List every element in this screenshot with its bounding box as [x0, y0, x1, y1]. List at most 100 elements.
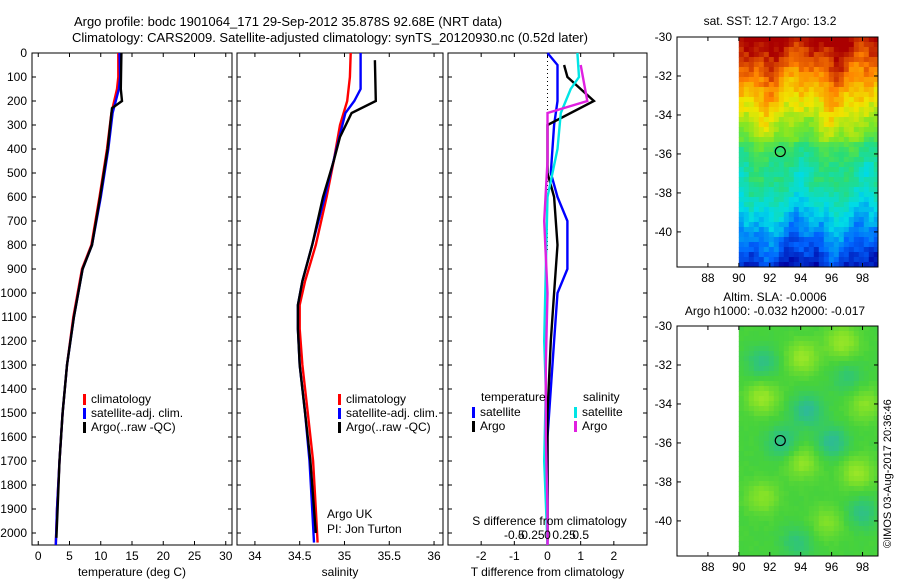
sla-map-cell: [823, 336, 830, 342]
sst-map-cell: [798, 177, 805, 183]
sst-map-cell: [873, 187, 878, 193]
sst-map-cell: [843, 37, 850, 43]
sla-map-cell: [748, 476, 755, 482]
temperature-ytick-label: 1000: [0, 286, 27, 300]
sla-map-cell: [873, 421, 878, 427]
sla-map-cell: [763, 351, 770, 357]
sst-map-cell: [818, 192, 825, 198]
sst-map-cell: [818, 222, 825, 228]
sla-map-cell: [853, 476, 860, 482]
sla-map-cell: [758, 436, 765, 442]
sla-map-cell: [833, 326, 840, 332]
sst-map-cell: [768, 222, 775, 228]
sst-map-cell: [873, 197, 878, 203]
sla-map-cell: [863, 476, 870, 482]
sst-map-cell: [843, 232, 850, 238]
sla-map-cell: [808, 456, 815, 462]
sla-map-cell: [818, 406, 825, 412]
sla-map-cell: [858, 496, 865, 502]
sst-map-cell: [848, 177, 855, 183]
sst-map-cell: [753, 157, 760, 163]
sla-map-cell: [873, 431, 878, 437]
sla-map-cell: [828, 426, 835, 432]
sla-map-cell: [868, 486, 875, 492]
sla-map-cell: [773, 361, 780, 367]
sla-map-cell: [803, 406, 810, 412]
sst-map-cell: [828, 187, 835, 193]
sla-map-cell: [848, 341, 855, 347]
sla-map-cell: [763, 336, 770, 342]
sla-map-cell: [798, 446, 805, 452]
sla-map-cell: [783, 381, 790, 387]
sst-map-cell: [808, 127, 815, 133]
sla-map-cell: [823, 416, 830, 422]
sst-map-cell: [843, 97, 850, 103]
sst-map-cell: [848, 172, 855, 178]
sst-map-cell: [868, 47, 875, 53]
sst-map-cell: [743, 77, 750, 83]
sst-map-cell: [773, 232, 780, 238]
sst-map-cell: [828, 227, 835, 233]
sla-map-cell: [778, 536, 785, 542]
sst-map-cell: [758, 62, 765, 68]
sst-map-cell: [738, 127, 745, 133]
sst-map-cell: [873, 37, 878, 43]
sla-map-cell: [743, 366, 750, 372]
sst-map-cell: [758, 222, 765, 228]
sst-map-cell: [748, 187, 755, 193]
sla-map-cell: [778, 326, 785, 332]
sst-map-cell: [783, 42, 790, 48]
sla-map-cell: [768, 461, 775, 467]
sst-map-cell: [858, 92, 865, 98]
sst-map-cell: [778, 67, 785, 73]
sla-map-cell: [828, 391, 835, 397]
sla-map-cell: [873, 361, 878, 367]
sst-map-cell: [808, 67, 815, 73]
sla-map-cell: [748, 506, 755, 512]
sst-map-cell: [868, 82, 875, 88]
sla-map-cell: [833, 506, 840, 512]
sla-map-cell: [833, 421, 840, 427]
sla-map-cell: [813, 491, 820, 497]
sla-map-cell: [818, 501, 825, 507]
sst-map-cell: [793, 42, 800, 48]
sla-map-cell: [773, 431, 780, 437]
sla-map-cell: [853, 511, 860, 517]
sst-map-cell: [833, 207, 840, 213]
salinity-legend-swatch: [338, 394, 341, 405]
sst-map-cell: [813, 237, 820, 243]
sst-map-cell: [868, 202, 875, 208]
sst-map-cell: [748, 182, 755, 188]
sla-map-cell: [863, 356, 870, 362]
sla-map-cell: [833, 541, 840, 547]
sst-map-cell: [828, 252, 835, 258]
sla-map-ytick-label: -40: [655, 514, 673, 528]
sst-map-cell: [853, 42, 860, 48]
sla-map-cell: [798, 346, 805, 352]
sst-map-cell: [833, 87, 840, 93]
temperature-ytick-label: 700: [7, 214, 27, 228]
sla-map-cell: [738, 396, 745, 402]
sst-map-cell: [843, 47, 850, 53]
sla-map-cell: [738, 521, 745, 527]
sla-map-cell: [868, 381, 875, 387]
sst-map-cell: [763, 57, 770, 63]
sla-map-cell: [808, 496, 815, 502]
sst-map-cell: [808, 107, 815, 113]
sla-map-cell: [818, 516, 825, 522]
sst-map-cell: [753, 52, 760, 58]
sla-map-cell: [783, 456, 790, 462]
sst-map-cell: [738, 167, 745, 173]
sla-map-cell: [838, 521, 845, 527]
sla-map-cell: [763, 341, 770, 347]
sst-map-cell: [738, 207, 745, 213]
sla-map-cell: [848, 331, 855, 337]
sst-map-cell: [858, 202, 865, 208]
salinity-xtick-label: 34.5: [288, 549, 312, 563]
sst-map-cell: [783, 117, 790, 123]
sla-map-cell: [848, 441, 855, 447]
sla-map-cell: [778, 391, 785, 397]
sla-map-cell: [768, 451, 775, 457]
sst-map-cell: [773, 242, 780, 248]
sla-map-cell: [738, 381, 745, 387]
